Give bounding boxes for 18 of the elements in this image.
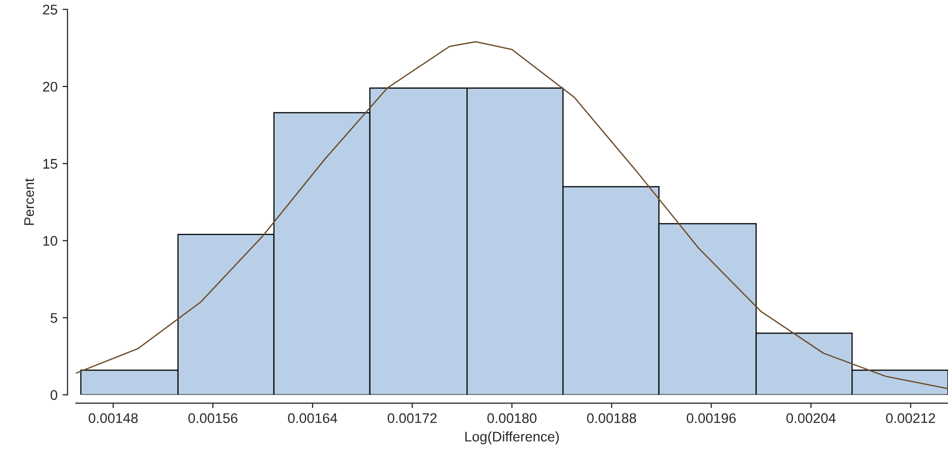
x-tick-label: 0.00204 <box>786 413 836 424</box>
x-tick-label: 0.00212 <box>886 413 936 424</box>
y-tick-label: 10 <box>43 236 58 246</box>
x-tick-label: 0.00196 <box>686 413 736 424</box>
x-tick-label: 0.00188 <box>587 413 636 424</box>
x-tick-label: 0.00148 <box>88 413 138 424</box>
y-tick-label: 20 <box>43 82 58 92</box>
x-axis-title: Log(Difference) <box>465 431 559 444</box>
x-tick-label: 0.00172 <box>388 413 437 424</box>
y-axis-title: Percent <box>24 178 34 225</box>
y-tick-label: 15 <box>43 159 58 169</box>
x-tick-label: 0.00180 <box>487 413 536 424</box>
line-series <box>76 41 948 390</box>
x-tick-label: 0.00156 <box>188 413 238 424</box>
y-tick-label: 0 <box>50 390 58 400</box>
x-tick-label: 0.00164 <box>288 413 338 424</box>
y-tick-label: 25 <box>43 4 58 15</box>
y-tick-label: 5 <box>50 313 58 323</box>
